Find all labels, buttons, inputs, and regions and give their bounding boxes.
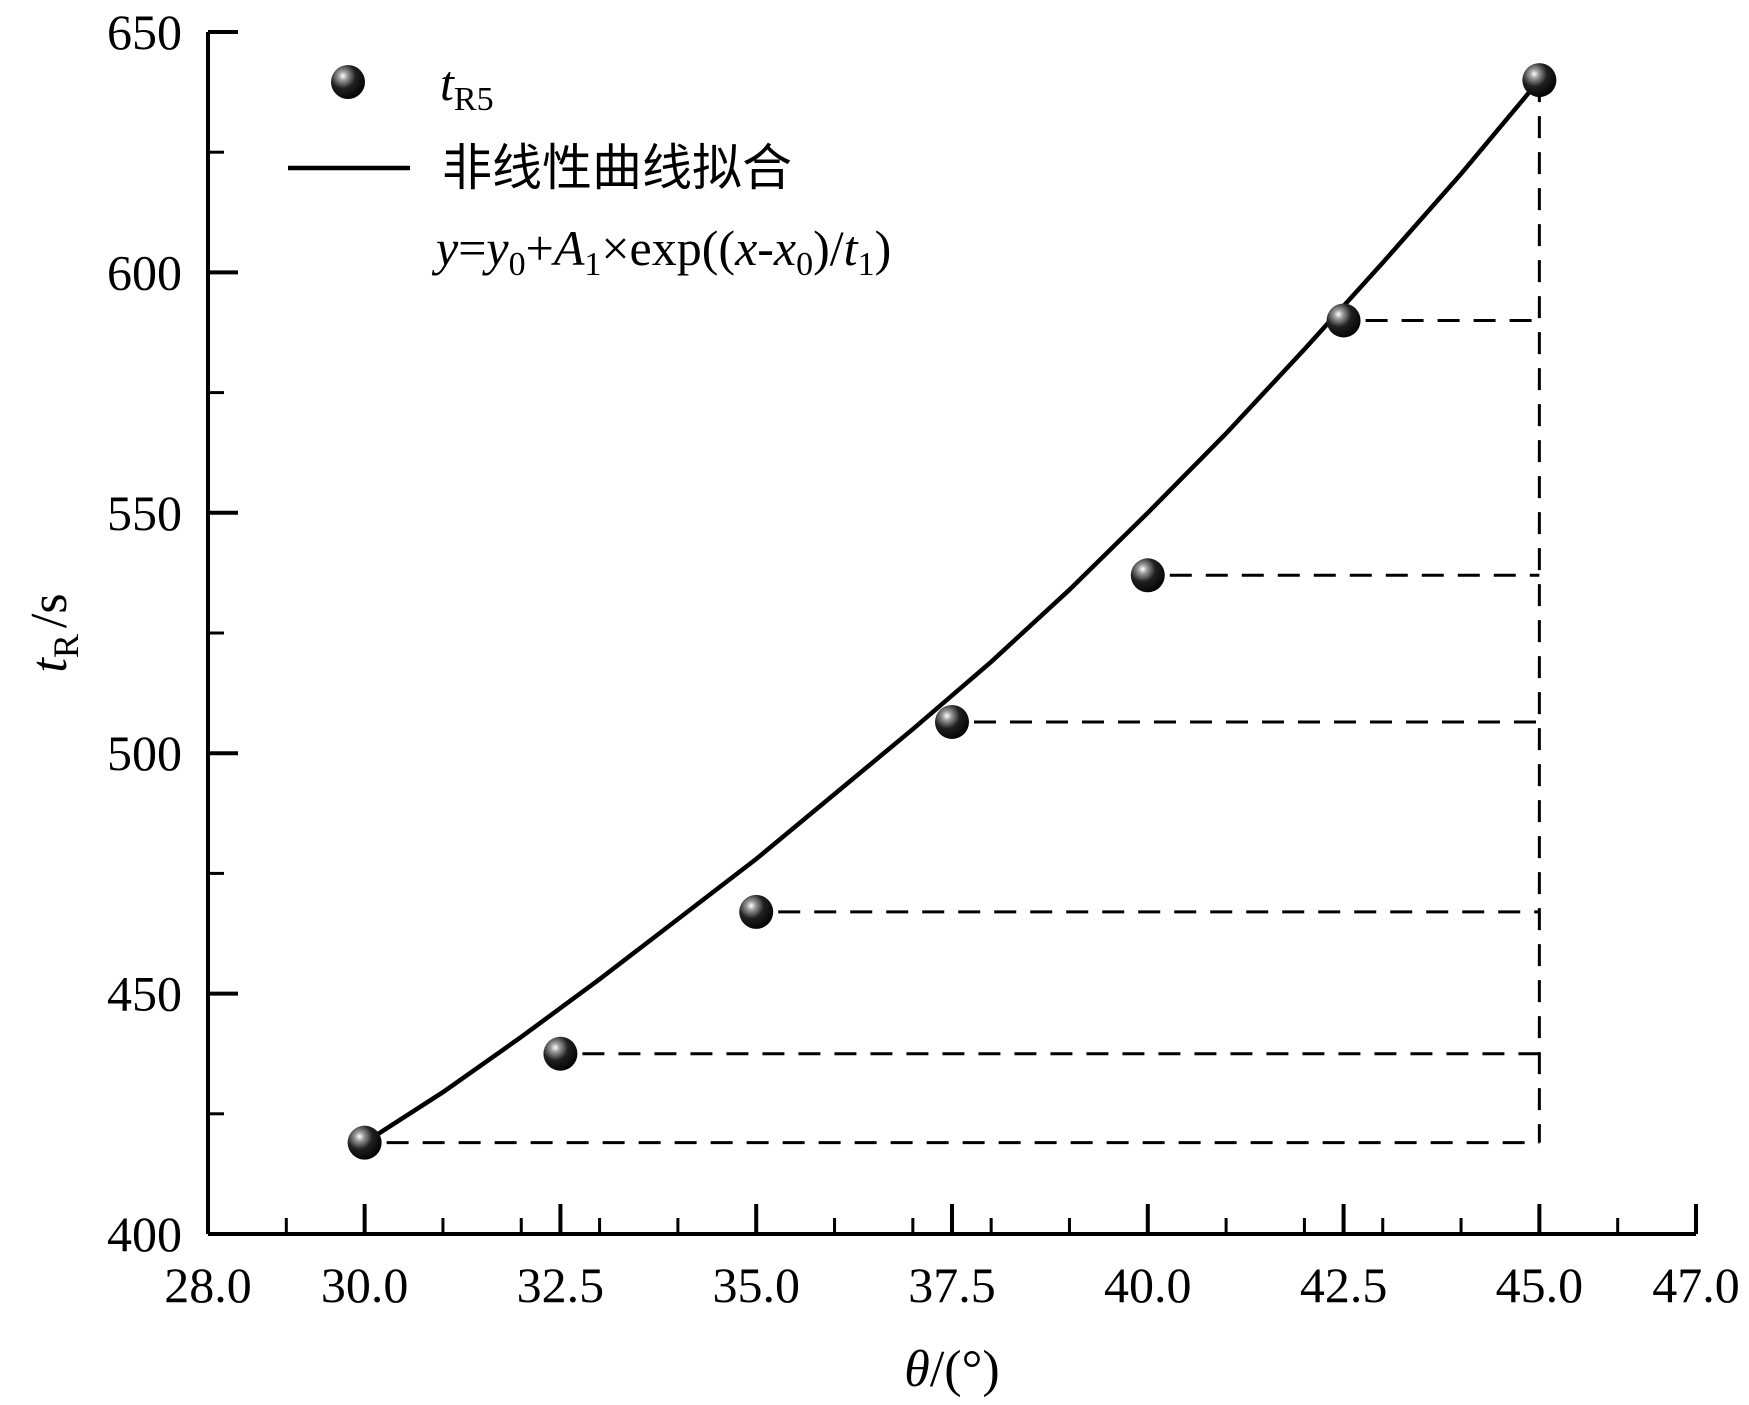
y-tick-label: 550 xyxy=(107,485,182,541)
x-tick-label: 28.0 xyxy=(164,1257,252,1313)
x-axis-title: θ/(°) xyxy=(904,1341,999,1398)
x-tick-label: 42.5 xyxy=(1300,1257,1388,1313)
y-tick-label: 650 xyxy=(107,4,182,60)
y-axis-title: tR/s xyxy=(21,593,86,672)
ticks xyxy=(206,30,1698,1236)
x-tick-label: 45.0 xyxy=(1496,1257,1584,1313)
legend-label-fit: 非线性曲线拟合 xyxy=(442,139,792,197)
x-tick-label: 47.0 xyxy=(1652,1257,1740,1313)
data-point xyxy=(739,894,774,929)
legend: tR5 非线性曲线拟合 y=y0+A1×exp((x-x0)/t1) xyxy=(288,55,891,283)
y-tick-label: 450 xyxy=(107,966,182,1022)
tick-labels: 28.0 30.0 32.5 35.0 37.5 40.0 42.5 45.0 47.0 400 4… xyxy=(107,4,1740,1313)
x-tick-label: 32.5 xyxy=(517,1257,605,1313)
x-tick-label: 40.0 xyxy=(1104,1257,1192,1313)
legend-formula: y=y0+A1×exp((x-x0)/t1) xyxy=(431,220,891,283)
data-point xyxy=(543,1036,578,1071)
legend-marker xyxy=(331,65,365,99)
legend-label-points: tR5 xyxy=(440,55,494,118)
x-tick-label: 35.0 xyxy=(712,1257,800,1313)
x-tick-label: 30.0 xyxy=(321,1257,409,1313)
reference-lines xyxy=(386,80,1541,1145)
y-tick-label: 500 xyxy=(107,725,182,781)
data-point xyxy=(935,704,969,739)
data-point xyxy=(1326,303,1361,338)
data-markers xyxy=(347,63,1557,1160)
x-tick-label: 37.5 xyxy=(908,1257,996,1313)
y-tick-label: 400 xyxy=(107,1206,182,1262)
data-point xyxy=(1522,63,1557,98)
data-point xyxy=(1130,558,1165,593)
data-point xyxy=(347,1125,382,1160)
y-tick-label: 600 xyxy=(107,244,182,300)
